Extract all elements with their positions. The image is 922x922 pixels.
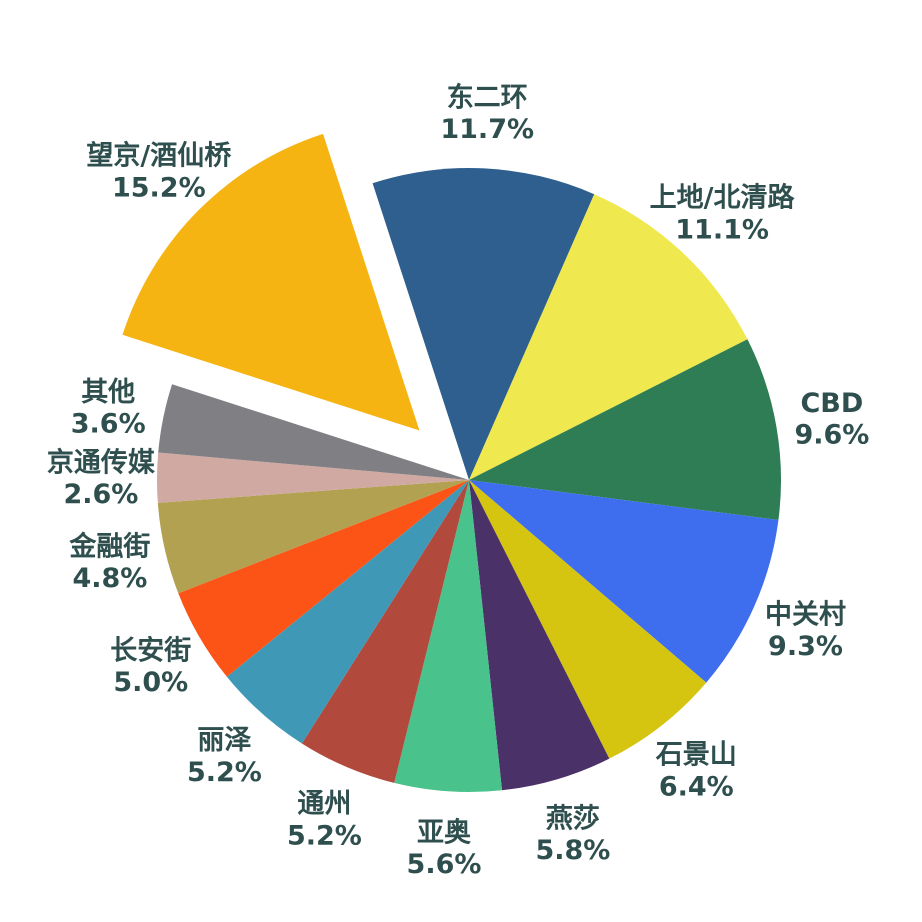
slice-label-12: 其他 3.6% [71, 377, 146, 440]
slice-label-2: CBD 9.6% [794, 388, 869, 451]
pie-slice-8 [226, 480, 469, 744]
pie-slice-4 [469, 480, 707, 759]
pie-slice-3 [469, 480, 779, 683]
slice-label-5: 燕莎 5.8% [535, 803, 610, 866]
slice-label-11: 京通传媒 2.6% [47, 446, 156, 510]
pie-slice-12 [158, 384, 469, 480]
pie-slice-9 [178, 480, 470, 677]
pie-slice-13 [122, 133, 420, 431]
pie-slice-6 [394, 480, 502, 792]
pie-slice-11 [156, 452, 469, 503]
slice-label-3: 中关村 9.3% [765, 599, 846, 662]
slice-label-4: 石景山 6.4% [655, 740, 737, 803]
pie-slice-0 [372, 168, 595, 480]
slice-label-6: 亚奥 5.6% [407, 816, 482, 880]
slice-label-7: 通州 5.2% [287, 789, 362, 852]
slice-label-10: 金融街 4.8% [68, 530, 150, 594]
pie-slice-2 [469, 339, 781, 521]
slice-label-9: 长安街 5.0% [110, 635, 191, 698]
pie-slice-5 [469, 480, 610, 791]
slice-label-1: 上地/北清路 11.1% [650, 182, 796, 246]
pie-slice-7 [301, 480, 469, 783]
pie-slice-10 [157, 480, 469, 594]
slice-label-13: 望京/酒仙桥 15.2% [86, 140, 231, 204]
slice-label-0: 东二环 11.7% [440, 81, 534, 145]
slice-label-8: 丽泽 5.2% [187, 725, 262, 788]
pie-slice-1 [469, 194, 748, 481]
